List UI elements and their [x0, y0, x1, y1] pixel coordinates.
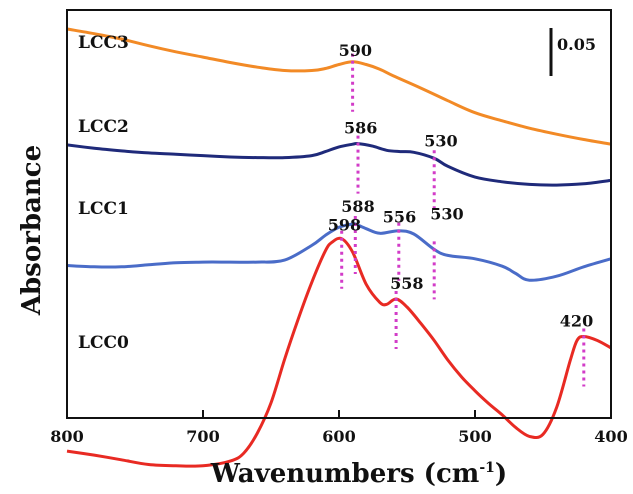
peak-label-lcc0-598: 598 — [328, 216, 361, 235]
x-tick-layer: 800 700 600 500 400 — [50, 410, 628, 446]
x-axis-title-close: ) — [495, 459, 507, 489]
series-label-lcc3: LCC3 — [78, 33, 129, 53]
scale-bar-label: 0.05 — [557, 35, 596, 54]
x-axis-title-sup: -1 — [479, 460, 495, 476]
x-tick-label-800: 800 — [50, 427, 83, 446]
peak-marker-layer — [340, 53, 586, 387]
series-label-lcc1: LCC1 — [78, 199, 129, 219]
x-tick-label-700: 700 — [186, 427, 219, 446]
peak-label-lcc2-586: 586 — [344, 119, 377, 138]
plot-frame — [66, 9, 612, 419]
x-tick-label-500: 500 — [458, 427, 491, 446]
x-axis-title: Wavenumbers (cm-1) — [210, 459, 507, 489]
series-label-lcc2: LCC2 — [78, 117, 129, 137]
label-layer: LCC3 LCC2 LCC1 LCC0 590 586 530 588 556 530 598 558… — [78, 33, 593, 353]
peak-label-lcc0-558: 558 — [390, 274, 423, 293]
series-layer — [66, 27, 612, 468]
x-axis-title-main: Wavenumbers (cm — [210, 459, 480, 489]
series-line-lcc3 — [66, 27, 612, 146]
series-line-lcc2 — [66, 141, 612, 187]
peak-label-lcc1-588: 588 — [341, 197, 374, 216]
peak-label-lcc1-530: 530 — [430, 204, 463, 223]
x-tick-label-400: 400 — [594, 427, 627, 446]
peak-label-lcc3-590: 590 — [339, 41, 372, 60]
peak-label-lcc0-420: 420 — [560, 312, 593, 331]
peak-label-lcc2-530: 530 — [424, 131, 457, 150]
peak-label-lcc1-556: 556 — [383, 208, 416, 227]
y-axis-title: Absorbance — [17, 145, 47, 316]
series-label-lcc0: LCC0 — [78, 333, 129, 353]
x-tick-label-600: 600 — [322, 427, 355, 446]
series-line-lcc0 — [66, 236, 612, 468]
